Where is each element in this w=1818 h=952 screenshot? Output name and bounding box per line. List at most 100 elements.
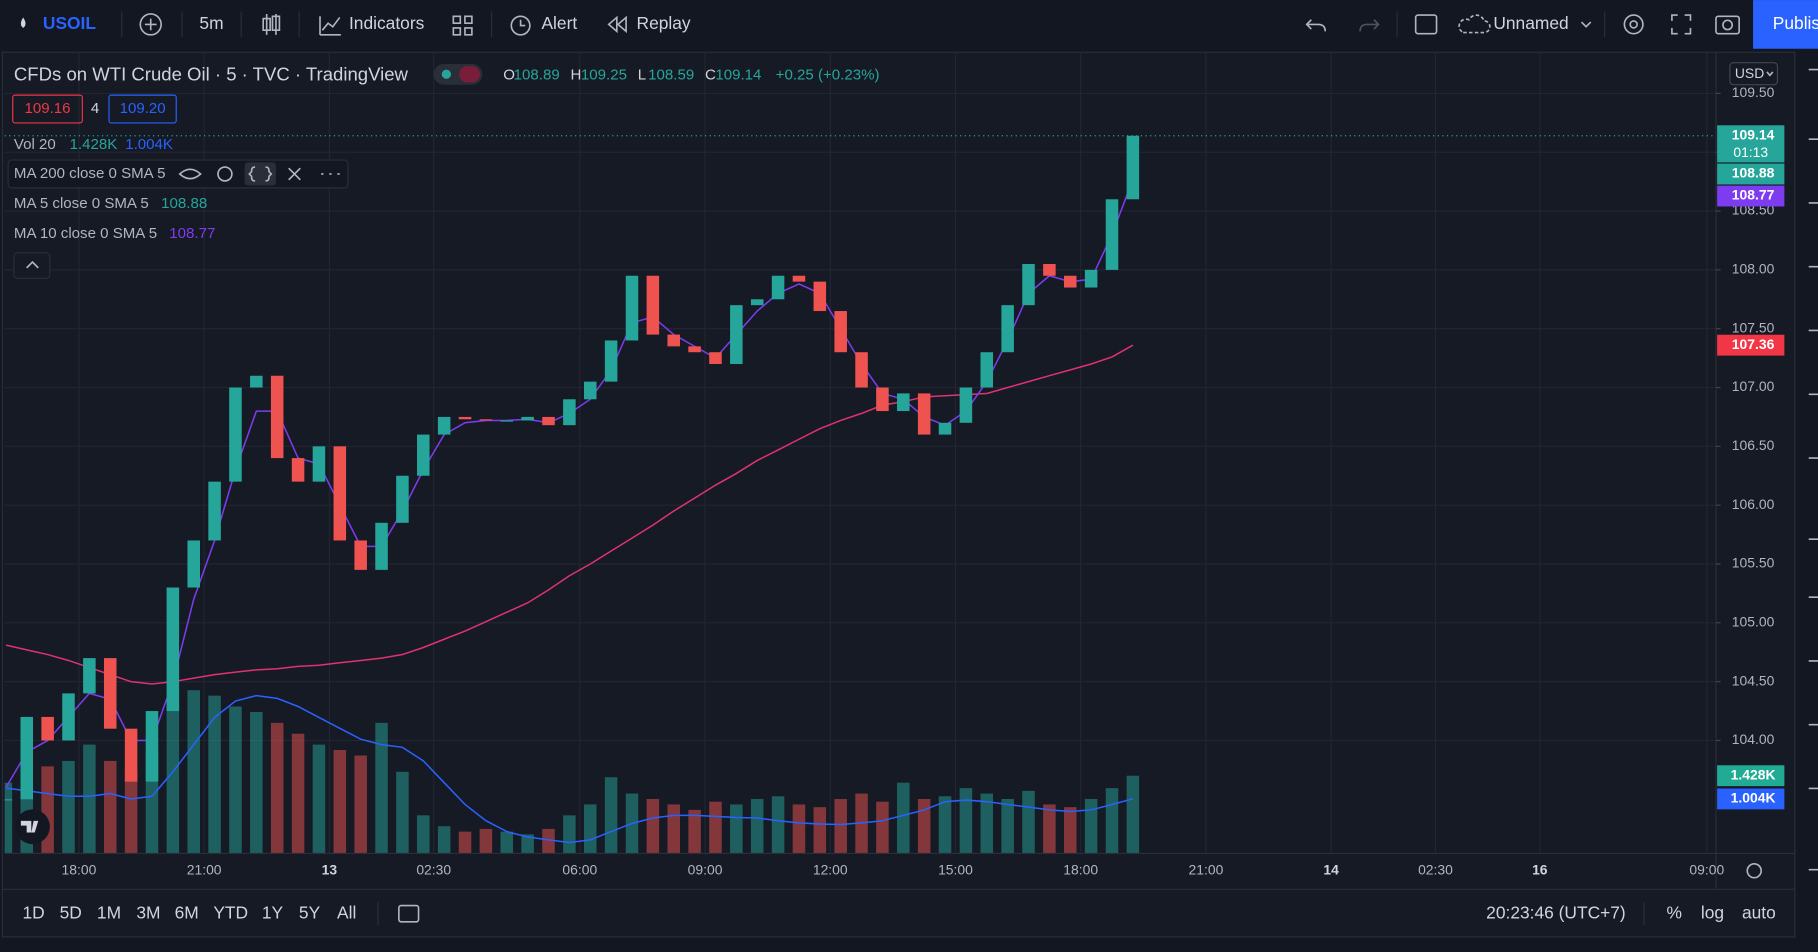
ohlc-key: H (570, 66, 581, 83)
collapse-button[interactable] (13, 252, 51, 279)
candle (646, 275, 660, 335)
candle (1084, 269, 1098, 288)
candle (145, 711, 159, 782)
candle (709, 352, 722, 364)
price-tag-label: 108.77 (1732, 187, 1775, 203)
candle (208, 481, 221, 541)
x-tick-label: 09:00 (1689, 861, 1724, 877)
percent-toggle[interactable]: % (1667, 902, 1682, 922)
hide-button[interactable] (178, 168, 202, 180)
bid[interactable]: 109.16 (24, 100, 70, 117)
price-tag (1717, 163, 1785, 185)
sidebar-icons[interactable] (1808, 68, 1818, 871)
layout-menu[interactable] (1580, 21, 1592, 28)
y-tick-label: 108.00 (1732, 261, 1775, 277)
candle (876, 387, 889, 412)
candle (730, 305, 743, 364)
snapshot-button[interactable] (1715, 15, 1740, 35)
compare-button[interactable] (139, 13, 162, 36)
templates-button[interactable] (452, 15, 473, 36)
volume-bar (583, 804, 597, 854)
candle (103, 658, 117, 729)
volume-ma-value: 1.004K (125, 136, 173, 153)
ma200-legend[interactable]: MA 200 close 0 SMA 5 (14, 165, 166, 182)
ma-settings[interactable] (217, 166, 233, 182)
status-dot (441, 69, 452, 79)
chart-type-button[interactable] (262, 13, 281, 35)
candle (1063, 275, 1077, 288)
x-tick-label: 06:00 (562, 861, 597, 877)
volume-bar (291, 733, 305, 854)
source-code-button[interactable] (248, 166, 273, 182)
candle (959, 387, 973, 423)
layout-button[interactable] (1414, 14, 1438, 35)
interval[interactable]: 5m (199, 13, 223, 33)
volume-bar (208, 695, 221, 854)
redo-button[interactable] (1359, 19, 1380, 32)
right-sidebar (1799, 52, 1818, 945)
volume-bar (187, 690, 200, 854)
currency-button[interactable] (1729, 62, 1778, 86)
volume-bar (1126, 775, 1140, 854)
buy-box[interactable] (108, 94, 177, 124)
x-tick-label: 09:00 (688, 861, 723, 877)
currency[interactable]: USD (1735, 65, 1764, 81)
candle (917, 393, 931, 435)
candle (542, 416, 555, 426)
toolbar: USOIL 5m Indicators Alert Replay Unnamed… (20, 0, 1818, 49)
price-tag-label: 108.88 (1732, 165, 1775, 181)
log-toggle[interactable]: log (1701, 902, 1724, 922)
range-button[interactable]: All (337, 902, 356, 922)
volume-bar (333, 750, 347, 854)
volume-bar (312, 744, 326, 854)
goto-date-button[interactable] (398, 904, 420, 923)
range-button[interactable]: 5Y (299, 902, 321, 922)
volume-bar (417, 815, 430, 854)
axis-settings[interactable] (1746, 863, 1762, 879)
candle (980, 352, 994, 388)
auto-toggle[interactable]: auto (1742, 902, 1776, 922)
volume-bar (62, 760, 75, 854)
layout-name[interactable]: Unnamed (1493, 13, 1568, 33)
volume-bar (938, 796, 952, 854)
volume-bar (354, 755, 367, 854)
volume-bar (166, 701, 180, 854)
range-button[interactable]: 1D (23, 902, 45, 922)
volume-bar (1001, 798, 1014, 854)
publish-label[interactable]: Publish (1773, 13, 1818, 33)
volume-ma-line (5, 694, 1134, 844)
candle (291, 458, 305, 482)
remove-button[interactable] (288, 167, 301, 181)
fullscreen-button[interactable] (1671, 14, 1692, 35)
y-tick-label: 107.00 (1732, 378, 1775, 394)
y-tick-label: 106.00 (1732, 496, 1775, 512)
settings-button[interactable] (1623, 14, 1644, 35)
candle (166, 587, 180, 712)
x-tick-label: 02:30 (416, 861, 451, 877)
x-tick-label: 15:00 (938, 861, 973, 877)
range-button[interactable]: YTD (213, 902, 248, 922)
candle (938, 422, 952, 435)
symbol[interactable]: USOIL (43, 13, 96, 33)
publish-button[interactable] (1753, 0, 1818, 49)
ohlc-value: 109.25 (581, 66, 627, 83)
range-button[interactable]: 1Y (262, 902, 284, 922)
range-button[interactable]: 1M (97, 902, 121, 922)
candle (855, 352, 868, 388)
range-button[interactable]: 6M (175, 902, 199, 922)
candle (479, 419, 493, 421)
x-tick-label: 14 (1323, 861, 1339, 877)
alert-button[interactable]: Alert (541, 13, 577, 33)
x-tick-label: 18:00 (1063, 861, 1098, 877)
ask[interactable]: 109.20 (120, 100, 166, 117)
range-button[interactable]: 3M (136, 902, 160, 922)
volume-bar (521, 834, 534, 854)
volume-bar (437, 826, 451, 854)
indicators-button[interactable]: Indicators (349, 13, 425, 33)
range-button[interactable]: 5D (60, 902, 82, 922)
sell-box[interactable] (12, 94, 83, 124)
x-tick-label: 02:30 (1418, 861, 1453, 877)
undo-button[interactable] (1305, 19, 1327, 32)
replay-button[interactable]: Replay (637, 13, 691, 33)
volume-bar (1105, 788, 1119, 854)
